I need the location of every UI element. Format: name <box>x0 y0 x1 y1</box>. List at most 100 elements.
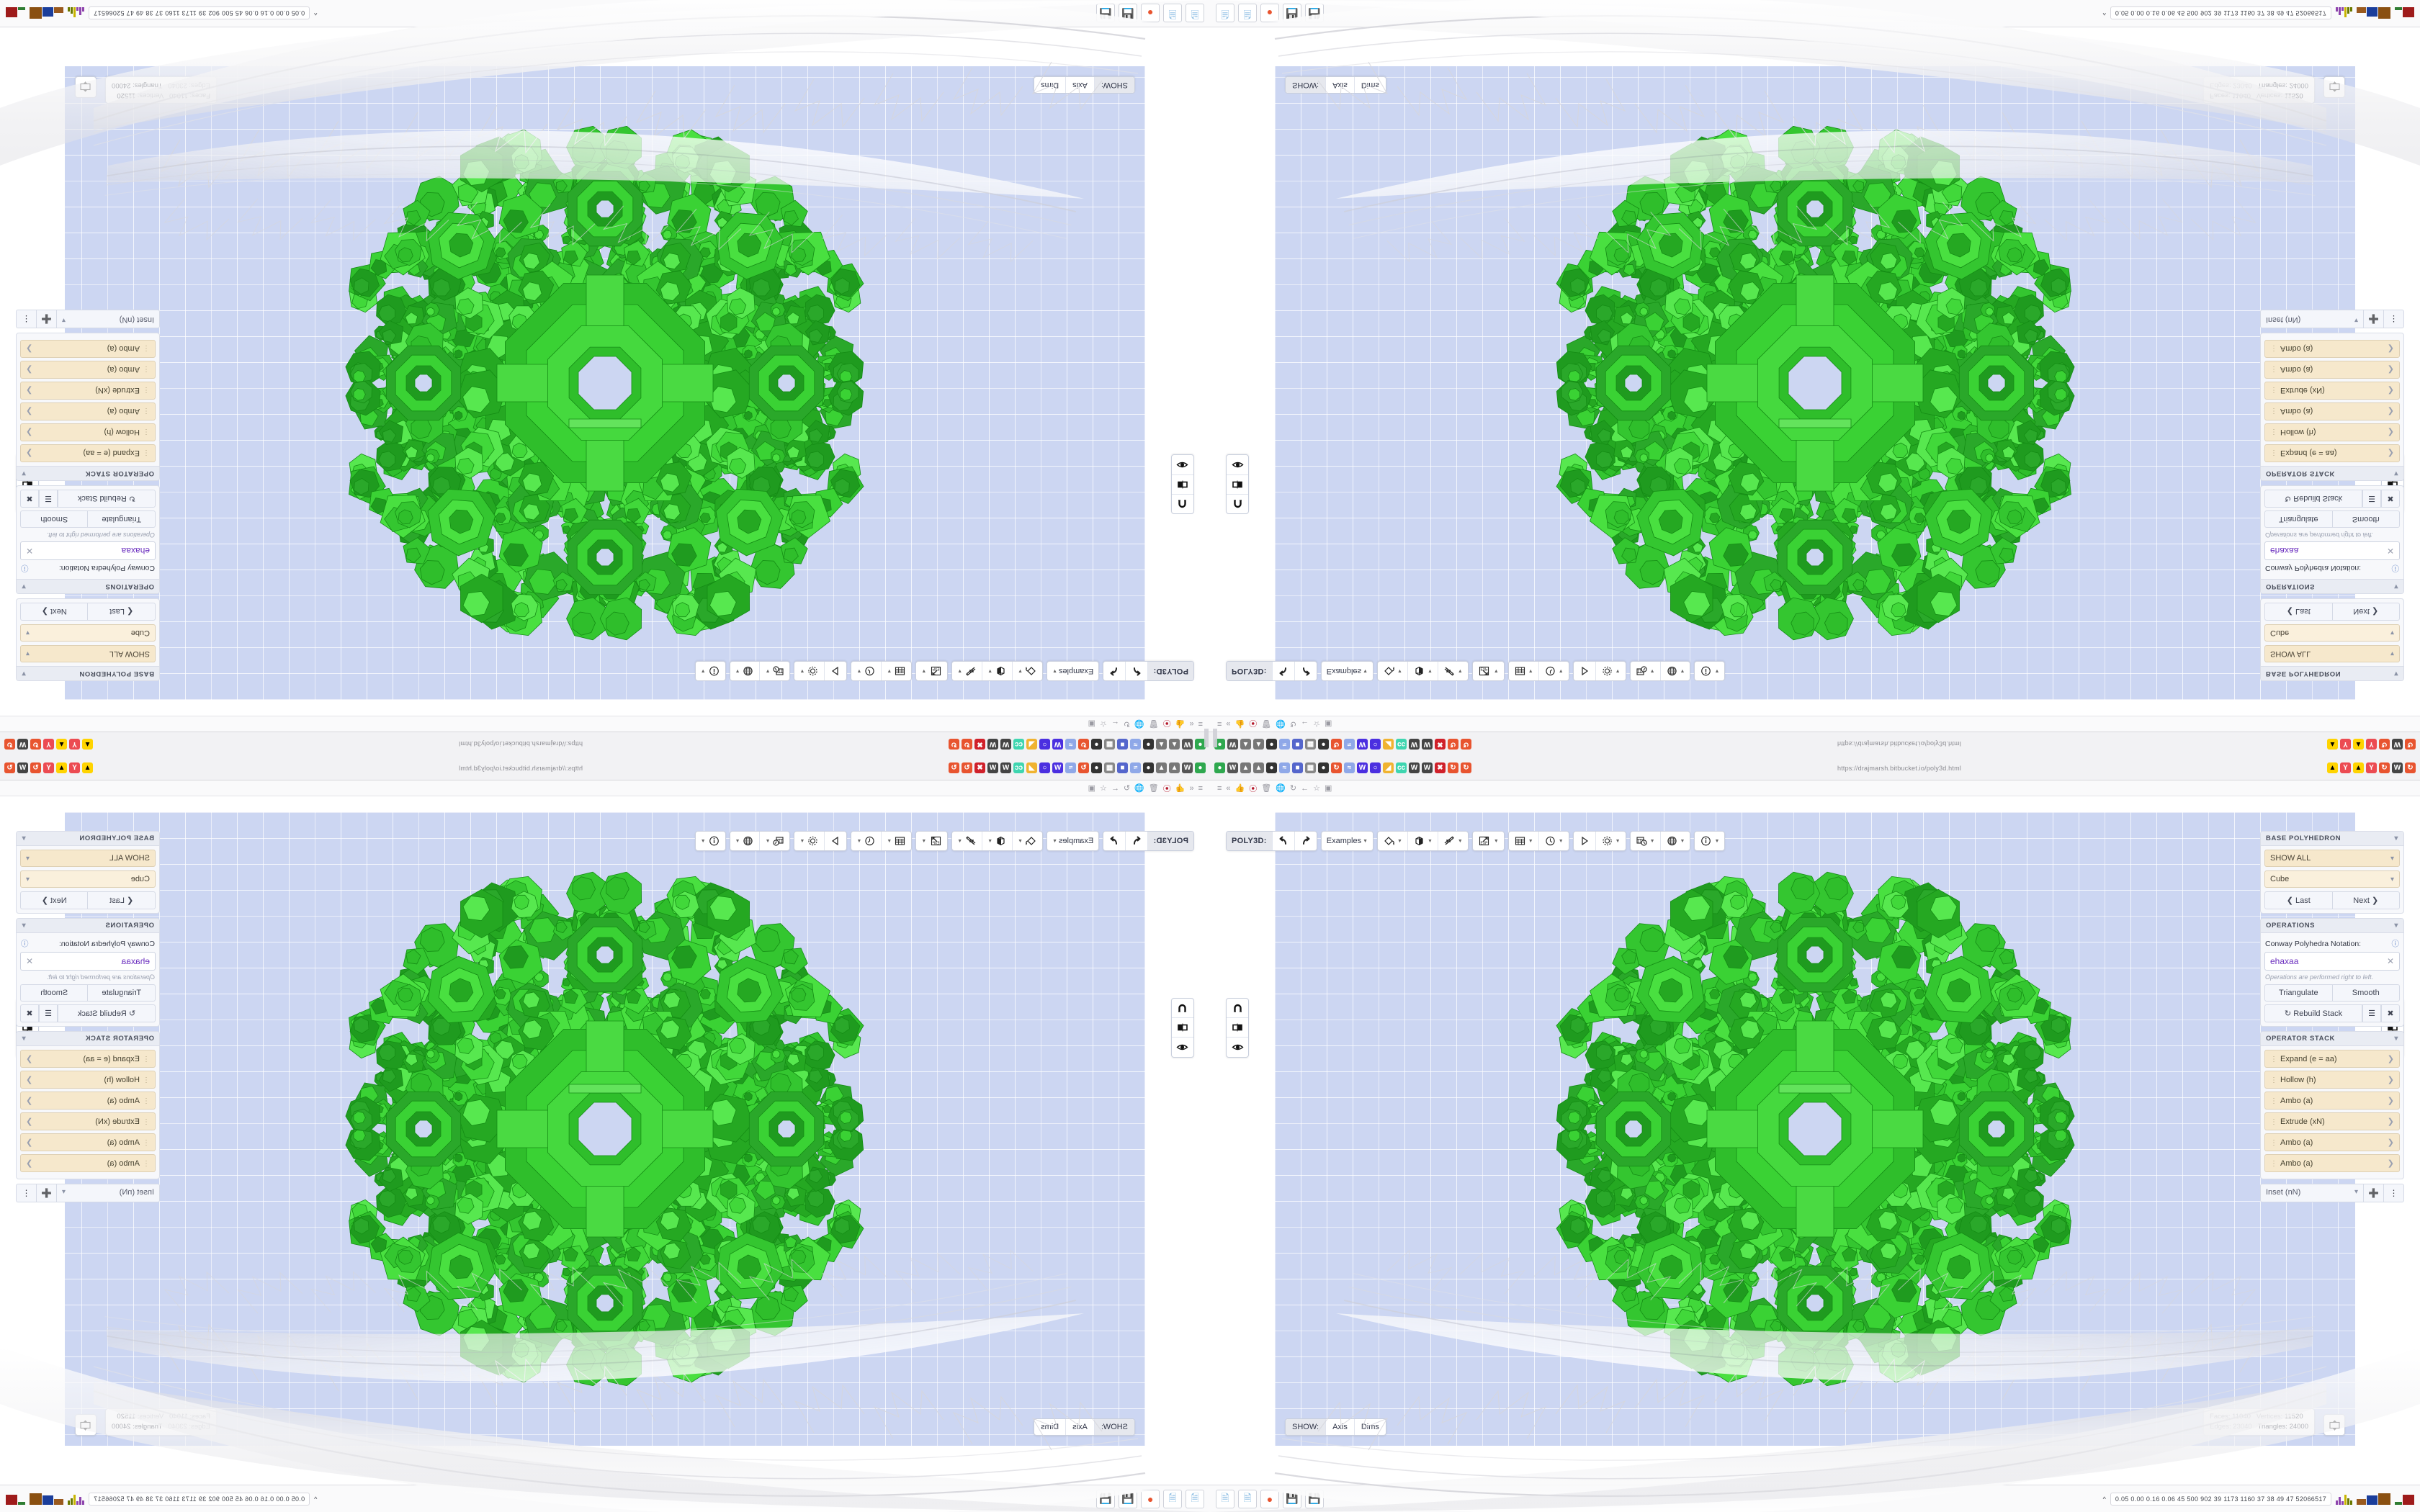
triangulate-smooth-buttons[interactable]: Triangulate Smooth <box>2264 984 2400 1002</box>
stack-item[interactable]: ⋮Ambo (a) ❯ <box>20 1154 156 1172</box>
stack-item[interactable]: ⋮Extrude (xN) ❯ <box>20 382 156 400</box>
thumb-icon[interactable]: 👍 <box>1234 784 1245 793</box>
firefox-icon[interactable]: ● <box>1260 1489 1279 1508</box>
grid-icon[interactable]: ▦ <box>1305 762 1316 773</box>
toolbar-group-info[interactable]: ▼ <box>694 831 726 851</box>
wave-icon[interactable]: ≈ <box>1065 762 1076 773</box>
gear-icon[interactable]: ▼ <box>1596 832 1626 850</box>
chevron-right-icon[interactable]: ❯ <box>26 428 33 436</box>
viewport-3d[interactable]: SHOW: Axis Dims Faces: 11040 Vertices: 1… <box>65 812 1145 1446</box>
menu-icon[interactable]: ≡ <box>1198 719 1203 729</box>
fox-icon[interactable]: ▲ <box>1156 762 1167 773</box>
schedule-icon[interactable]: ▼ <box>1630 662 1661 680</box>
toolbar-group-export[interactable]: EXP ▼ <box>1471 831 1505 851</box>
smooth-button[interactable]: Smooth <box>20 984 88 1002</box>
toolbar-group-data[interactable]: ▼ ▼ <box>851 661 913 681</box>
notation-input[interactable]: ehaxaa ✕ <box>20 952 156 971</box>
main-toolbar[interactable]: POLY3D: Examples ▼ ▼ ▼ <box>1226 661 1726 681</box>
trash-icon[interactable]: 🗑 <box>1261 784 1272 793</box>
tab-icon-group[interactable]: ● W ▲ ▲ ● ≈ ■ ▦ ● ↻ ≈ W ○ ◢ cc W W ✖ ↻ ↻ <box>949 762 1206 773</box>
stack-item[interactable]: ⋮Ambo (a) ❯ <box>2264 1133 2400 1151</box>
drag-handle-icon[interactable]: ⋮ <box>2270 1097 2277 1105</box>
cheese-icon[interactable]: ◢ <box>1026 739 1037 750</box>
operations-header[interactable]: OPERATIONS ▾ <box>17 579 159 593</box>
arrow-icon[interactable]: ← <box>1301 719 1309 729</box>
shade-lines-icon[interactable]: ▼ <box>952 662 982 680</box>
translate-icon[interactable]: ▣ <box>1325 719 1332 728</box>
chevron-right-icon[interactable]: ❯ <box>2387 1117 2394 1126</box>
image-icon[interactable]: ▲ <box>2353 739 2364 750</box>
tab-icon-group-right[interactable]: ▲ Y ▲ Y ↻ W ↻ <box>4 739 93 750</box>
refresh-icon[interactable]: ↻ <box>1461 762 1471 773</box>
shield-icon[interactable]: ⦿ <box>1249 719 1258 728</box>
toolbar-group-display[interactable]: ▼ ▼ ▼ <box>951 661 1043 681</box>
axis-toggle[interactable]: Axis <box>1326 1419 1355 1435</box>
add-operator-row[interactable]: Inset (nN) ▾ ➕ ⋮ <box>2260 310 2404 328</box>
disk-icon[interactable]: 💾 <box>1096 4 1115 23</box>
dims-toggle[interactable]: Dims <box>1041 81 1059 89</box>
export-icon[interactable]: EXP ▼ <box>1479 666 1499 676</box>
refresh-icon[interactable]: ↻ <box>949 762 959 773</box>
drag-handle-icon[interactable]: ⋮ <box>143 407 150 415</box>
stack-item[interactable]: ⋮Extrude (xN) ❯ <box>2264 1112 2400 1130</box>
info-icon[interactable]: ▼ <box>696 832 725 850</box>
browser-extension-bar[interactable]: ≡ « 👍 ⦿ 🗑 🌐 ↻ ← ☆ ▣ <box>0 780 1210 796</box>
translate-icon[interactable]: ▣ <box>1088 784 1095 793</box>
person-icon[interactable]: ● <box>1266 739 1277 750</box>
show-toolbar[interactable]: SHOW: Axis Dims <box>1285 1418 1386 1436</box>
firefox-icon[interactable]: ● <box>1141 1489 1160 1508</box>
refresh-icon[interactable]: ↻ <box>1448 739 1458 750</box>
trash-icon[interactable]: 🗑 <box>1148 719 1159 728</box>
shield-icon[interactable]: ● <box>1214 739 1225 750</box>
w-icon[interactable]: W <box>1227 762 1238 773</box>
chevrons-icon[interactable]: « <box>1189 783 1194 793</box>
left-view-rail[interactable] <box>1226 454 1249 514</box>
toolbar-group-misc[interactable]: ▼ ▼ <box>729 831 791 851</box>
fit-to-view-icon[interactable] <box>2323 76 2345 98</box>
person-icon[interactable]: ● <box>1091 739 1102 750</box>
triangulate-smooth-buttons[interactable]: Triangulate Smooth <box>2264 510 2400 528</box>
drag-handle-icon[interactable]: ⋮ <box>143 1076 150 1084</box>
info-icon[interactable]: ⓘ <box>2391 564 2400 572</box>
chevron-right-icon[interactable]: ❯ <box>26 365 33 374</box>
redo-button[interactable] <box>1295 662 1317 680</box>
notepad-icon[interactable]: 🗎 <box>1238 1489 1257 1508</box>
wave-icon[interactable]: ≈ <box>1130 762 1141 773</box>
drag-handle-icon[interactable]: ⋮ <box>2270 344 2277 353</box>
globe-icon[interactable]: ▼ <box>730 832 760 850</box>
chevrons-icon[interactable]: « <box>1189 719 1194 729</box>
magnet-icon[interactable] <box>1227 999 1248 1018</box>
person-icon[interactable]: ● <box>1143 762 1154 773</box>
system-tray[interactable]: ^ 0.05 0.00 0.16 0.06 45 500 902 39 1173… <box>6 1492 317 1506</box>
smooth-button[interactable]: Smooth <box>2332 984 2400 1002</box>
system-tray[interactable]: ^ 0.05 0.00 0.16 0.06 45 500 902 39 1173… <box>2103 6 2414 20</box>
notation-input[interactable]: ehaxaa ✕ <box>20 541 156 560</box>
stack-item[interactable]: ⋮Ambo (a) ❯ <box>20 402 156 420</box>
left-view-rail[interactable] <box>1171 454 1194 514</box>
examples-dropdown[interactable]: Examples ▼ <box>1322 832 1373 850</box>
magnet-icon[interactable] <box>1227 494 1248 513</box>
y-icon[interactable]: Y <box>2340 762 2351 773</box>
floppy-icon[interactable]: 💾 <box>1119 1489 1137 1508</box>
kebab-icon[interactable]: ⋮ <box>16 1184 36 1202</box>
refresh-icon[interactable]: ↻ <box>1448 762 1458 773</box>
w-icon[interactable]: W <box>1422 762 1433 773</box>
export-icon[interactable]: EXP ▼ <box>1479 836 1499 846</box>
w-icon[interactable]: W <box>1000 762 1011 773</box>
y-icon[interactable]: Y <box>2366 762 2377 773</box>
menu-icon[interactable]: ≡ <box>1198 783 1203 793</box>
solid-box-icon[interactable]: ▼ <box>982 662 1013 680</box>
add-operator-select[interactable]: Inset (nN) ▾ <box>2260 1184 2364 1202</box>
shade-lines-icon[interactable]: ▼ <box>1438 662 1468 680</box>
refresh-icon[interactable]: ↻ <box>4 762 15 773</box>
globe-icon[interactable]: 🌐 <box>1134 784 1144 793</box>
w-icon[interactable]: W <box>17 739 28 750</box>
last-button[interactable]: ❮ Last <box>87 891 156 909</box>
toolbar-group-export[interactable]: EXP ▼ <box>915 661 949 681</box>
paint-bucket-icon[interactable]: ▼ <box>1378 662 1408 680</box>
gear-icon[interactable]: ▼ <box>1596 662 1626 680</box>
delete-icon[interactable]: ✖ <box>2381 490 2400 508</box>
play-icon[interactable] <box>1574 832 1596 850</box>
drag-handle-icon[interactable]: ⋮ <box>2270 365 2277 374</box>
refresh-icon[interactable]: ↻ <box>1331 762 1342 773</box>
